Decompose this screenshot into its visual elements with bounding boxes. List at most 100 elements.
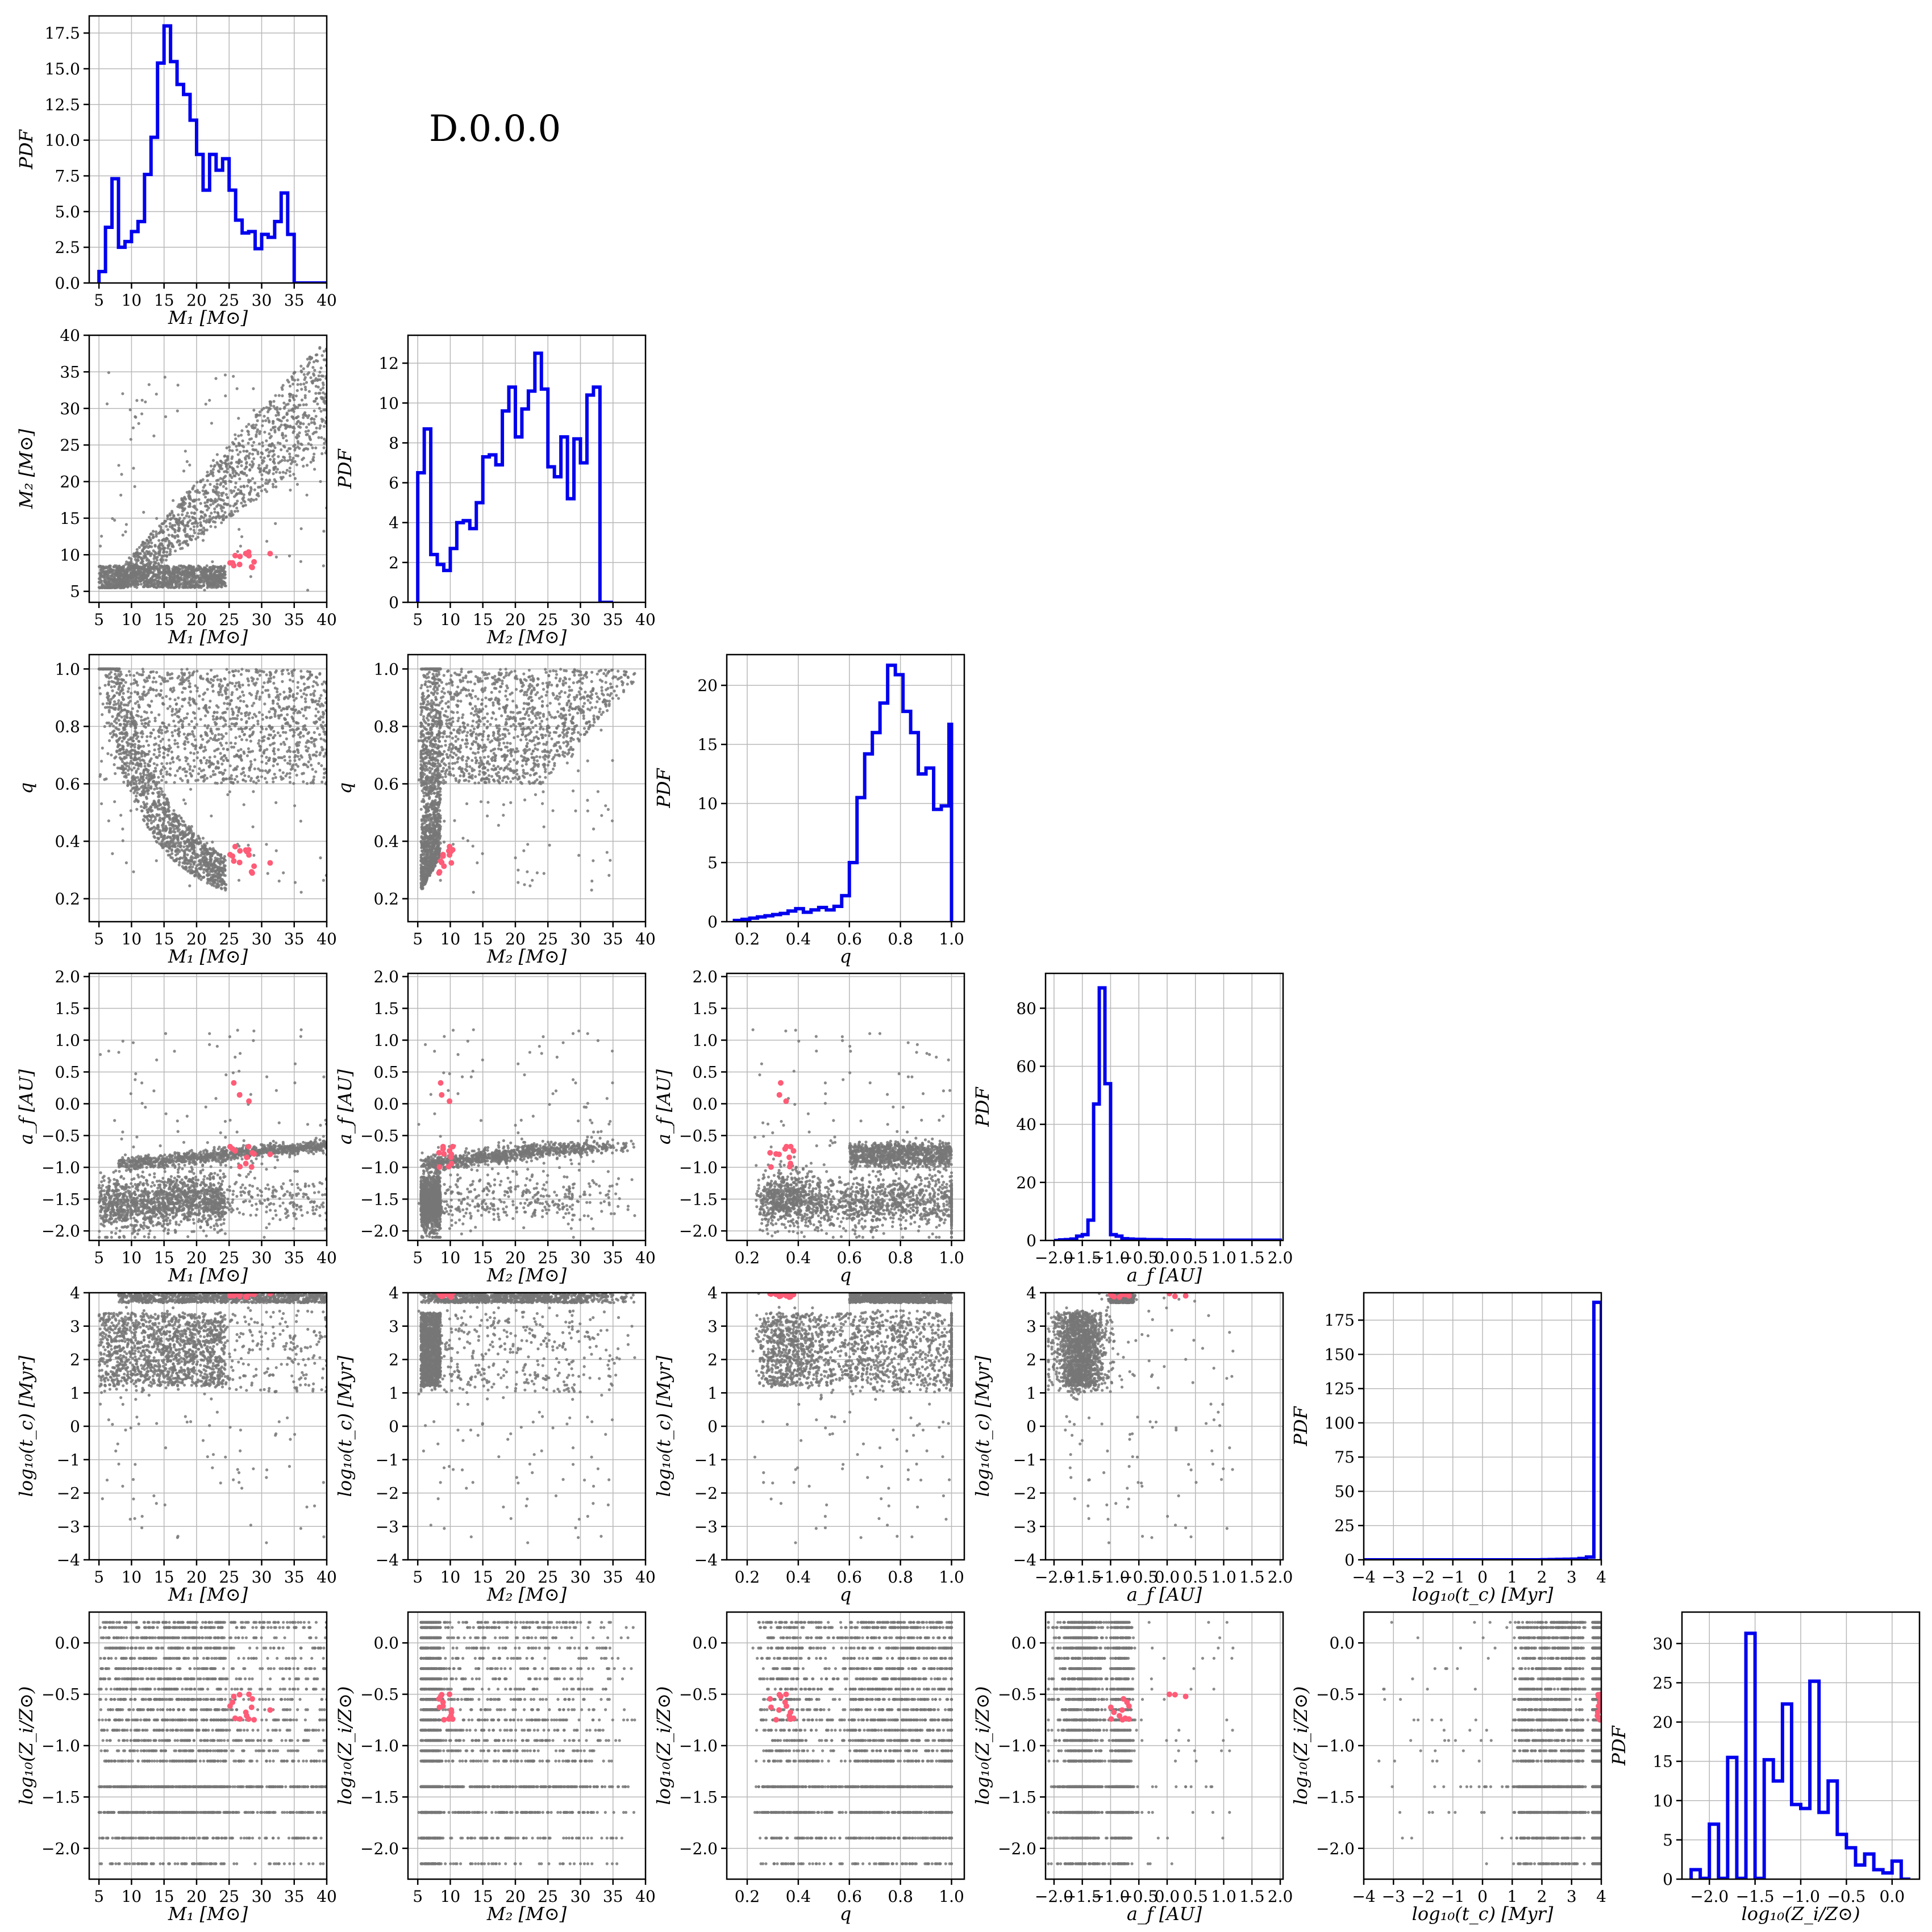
scatter-point <box>175 566 178 569</box>
scatter-point <box>303 411 307 414</box>
scatter-point <box>262 406 265 410</box>
scatter-point <box>236 488 240 492</box>
scatter-point <box>209 699 212 703</box>
scatter-point <box>247 430 250 434</box>
scatter-point <box>173 698 177 702</box>
scatter-point <box>261 441 264 444</box>
x-tick-label: 35 <box>284 930 305 948</box>
scatter-point <box>136 776 139 779</box>
scatter-point <box>114 755 118 759</box>
scatter-point <box>201 738 205 741</box>
scatter-point <box>116 702 120 705</box>
y-tick-label: 20 <box>60 473 80 492</box>
scatter-point <box>139 697 142 701</box>
scatter-point <box>315 426 318 430</box>
scatter-point <box>184 586 188 589</box>
scatter-point <box>168 744 171 747</box>
scatter-point <box>281 470 285 474</box>
scatter-point <box>228 790 231 793</box>
x-tick-label: 0.0 <box>1880 1887 1905 1906</box>
scatter-point <box>226 702 229 705</box>
scatter-point <box>294 697 298 700</box>
scatter-point <box>213 521 217 524</box>
scatter-point <box>236 499 239 503</box>
scatter-point <box>245 669 248 672</box>
scatter-point <box>215 482 219 486</box>
scatter-point <box>211 840 214 844</box>
scatter-point <box>277 394 281 397</box>
scatter-point <box>237 434 240 438</box>
scatter-point <box>177 571 181 574</box>
y-tick-label: 5 <box>707 853 718 872</box>
scatter-point <box>297 425 301 428</box>
x-axis-label: q <box>840 946 851 967</box>
scatter-point <box>234 433 237 436</box>
scatter-point <box>302 464 305 468</box>
scatter-point <box>146 811 149 814</box>
scatter-point <box>300 398 304 402</box>
y-tick-label: 4 <box>389 514 399 532</box>
scatter-point <box>311 366 315 369</box>
scatter-point <box>129 568 132 572</box>
scatter-point <box>121 534 124 537</box>
scatter-point <box>320 436 323 439</box>
scatter-point <box>169 761 172 765</box>
scatter-point <box>168 512 172 515</box>
scatter-point <box>282 871 285 875</box>
scatter-point <box>137 555 141 559</box>
scatter-point <box>210 814 213 818</box>
scatter-point <box>265 470 268 474</box>
scatter-point <box>158 694 162 697</box>
scatter-point <box>118 564 121 568</box>
scatter-point <box>286 459 290 463</box>
scatter-point <box>304 430 307 434</box>
scatter-point <box>167 723 170 727</box>
scatter-point <box>141 692 144 696</box>
scatter-point <box>236 453 240 456</box>
scatter-point <box>241 444 244 448</box>
scatter-point <box>189 581 193 585</box>
scatter-point <box>101 746 104 750</box>
scatter-point <box>251 477 255 480</box>
scatter-point <box>257 464 261 467</box>
scatter-point <box>176 742 179 745</box>
scatter-point <box>323 438 326 441</box>
scatter-point <box>276 468 280 471</box>
scatter-point <box>307 731 311 734</box>
scatter-point <box>220 582 223 586</box>
scatter-point <box>152 676 156 680</box>
scatter-point <box>194 738 197 742</box>
scatter-point <box>310 763 313 767</box>
scatter-point <box>148 536 151 539</box>
scatter-point <box>159 803 162 806</box>
scatter-point <box>286 668 289 672</box>
scatter-point <box>188 671 191 674</box>
x-tick-label: 5 <box>94 291 104 310</box>
scatter-point <box>252 701 256 705</box>
scatter-point <box>133 563 136 567</box>
scatter-point <box>192 752 196 755</box>
scatter-point <box>211 714 215 718</box>
scatter-point <box>315 353 319 356</box>
scatter-point <box>300 370 303 374</box>
x-tick-label: 35 <box>284 291 305 310</box>
scatter-point <box>152 780 156 783</box>
scatter-point <box>207 506 210 510</box>
scatter-point <box>157 744 161 747</box>
scatter-point <box>244 714 247 718</box>
scatter-point <box>314 770 318 773</box>
scatter-point <box>203 691 207 695</box>
scatter-point <box>229 489 233 492</box>
scatter-point <box>319 424 322 427</box>
scatter-point <box>303 414 307 417</box>
scatter-point <box>164 559 168 562</box>
scatter-point <box>233 778 237 781</box>
scatter-point <box>281 731 285 734</box>
scatter-point <box>237 709 240 712</box>
scatter-point <box>307 685 311 689</box>
scatter-point <box>160 823 164 827</box>
scatter-point <box>182 845 186 848</box>
scatter-m1-q: 5 10 15 20 25 30 35 400.20.40.60.81.0M₁ [M⊙]q <box>15 653 337 967</box>
scatter-point <box>263 702 267 706</box>
scatter-point <box>191 865 194 869</box>
